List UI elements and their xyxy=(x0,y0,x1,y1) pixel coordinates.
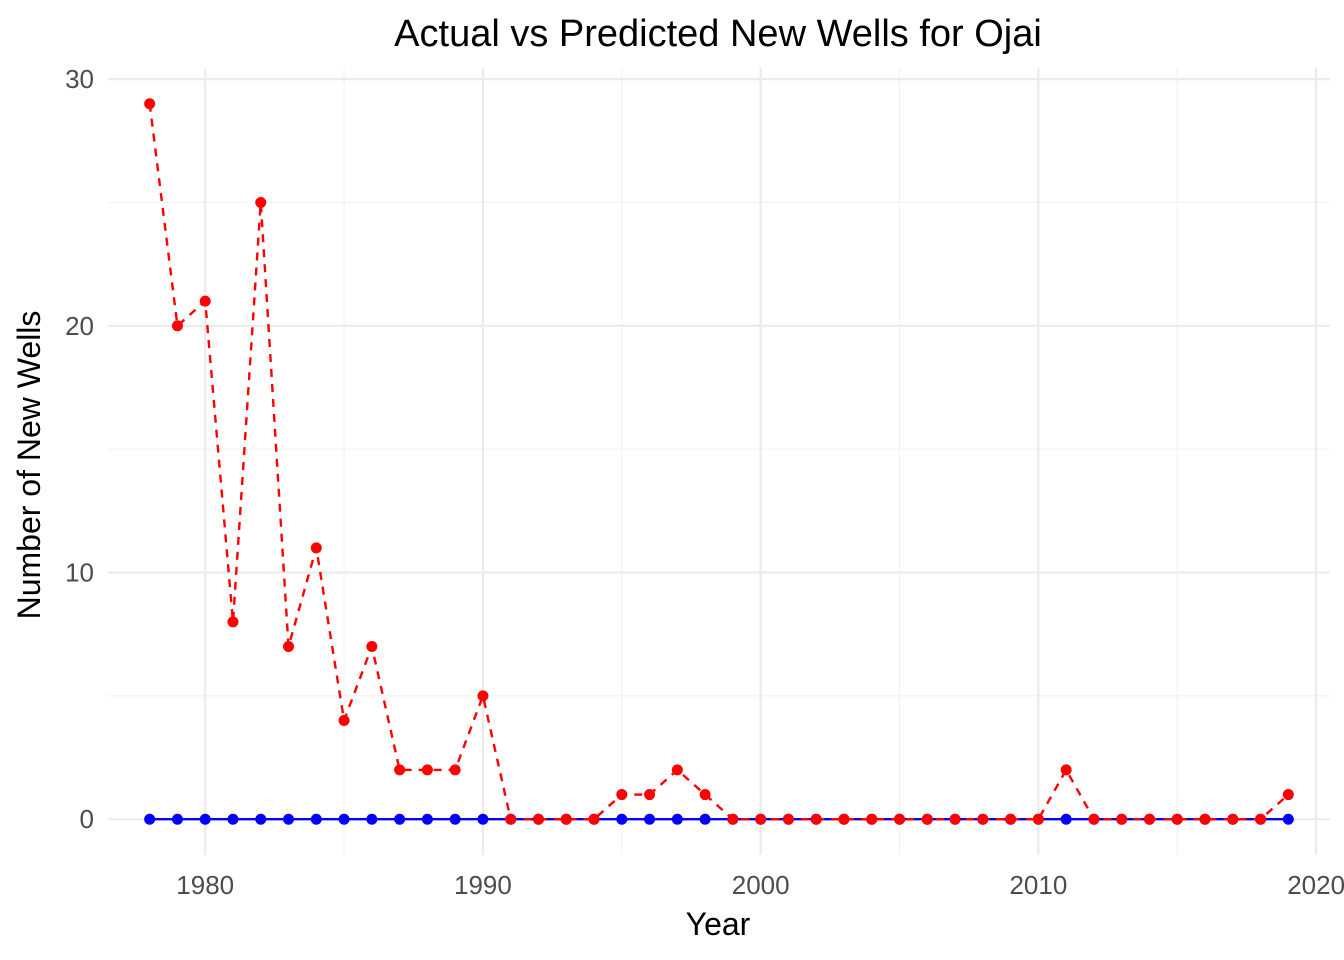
series-2-point xyxy=(894,813,906,825)
series-1-point xyxy=(283,813,295,825)
series-2-point xyxy=(505,813,517,825)
series-1-point xyxy=(616,813,628,825)
series-2-point xyxy=(838,813,850,825)
series-2-point xyxy=(1199,813,1211,825)
series-1-point xyxy=(449,813,461,825)
series-2-point xyxy=(949,813,961,825)
series-1-point xyxy=(1060,813,1072,825)
series-2-point xyxy=(921,813,933,825)
series-2-point xyxy=(755,813,767,825)
series-1-point xyxy=(171,813,183,825)
series-2-point xyxy=(255,196,267,208)
series-2-point xyxy=(366,641,378,653)
series-2-point xyxy=(977,813,989,825)
tick-labels: 1980 1990 2000 2010 2020 0 10 20 30 xyxy=(65,64,1344,900)
series-1-point xyxy=(199,813,211,825)
series-2-point xyxy=(338,715,350,727)
series-2-point xyxy=(532,813,544,825)
x-tick-label: 2010 xyxy=(1009,870,1067,900)
series-2-point xyxy=(144,98,156,110)
series-2-point xyxy=(1088,813,1100,825)
series-1-point xyxy=(421,813,433,825)
x-tick-label: 1990 xyxy=(454,870,512,900)
series-2-point xyxy=(477,690,489,702)
series-2-point xyxy=(1171,813,1183,825)
series-2-point xyxy=(449,764,461,776)
series-2-point xyxy=(310,542,322,554)
x-axis-label: Year xyxy=(686,906,751,942)
x-tick-label: 2000 xyxy=(732,870,790,900)
y-tick-label: 30 xyxy=(65,64,94,94)
y-tick-label: 0 xyxy=(80,804,94,834)
series-2-point xyxy=(1060,764,1072,776)
series-1-point xyxy=(255,813,267,825)
series-2-point xyxy=(1116,813,1128,825)
series-2-point xyxy=(421,764,433,776)
x-tick-label: 1980 xyxy=(176,870,234,900)
series-2-point xyxy=(699,789,711,801)
y-axis-label: Number of New Wells xyxy=(11,311,47,620)
series-2-point xyxy=(1005,813,1017,825)
series-2-point xyxy=(1255,813,1267,825)
series-2-point xyxy=(1032,813,1044,825)
series-1-point xyxy=(644,813,656,825)
series-2-point xyxy=(199,295,211,307)
series-1-point xyxy=(699,813,711,825)
series-2-point xyxy=(1143,813,1155,825)
series-1-point xyxy=(394,813,406,825)
series-1-point xyxy=(227,813,239,825)
series-2-point xyxy=(727,813,739,825)
y-tick-label: 10 xyxy=(65,558,94,588)
series-1-point xyxy=(144,813,156,825)
series-2-point xyxy=(616,789,628,801)
series-2 xyxy=(144,98,1294,825)
x-tick-label: 2020 xyxy=(1287,870,1344,900)
series-2-point xyxy=(283,641,295,653)
series-2-point xyxy=(394,764,406,776)
series-2-point xyxy=(866,813,878,825)
series-2-point xyxy=(644,789,656,801)
series-2-line xyxy=(148,103,1290,821)
y-tick-label: 20 xyxy=(65,311,94,341)
series-2-point xyxy=(671,764,683,776)
series-1-point xyxy=(1282,813,1294,825)
series-2-point xyxy=(227,616,239,628)
series-1-point xyxy=(477,813,489,825)
series-1-point xyxy=(671,813,683,825)
series-2-point xyxy=(1282,789,1294,801)
series-2-point xyxy=(560,813,572,825)
series-1-point xyxy=(310,813,322,825)
chart-title: Actual vs Predicted New Wells for Ojai xyxy=(394,13,1042,55)
grid xyxy=(108,68,1330,855)
series-2-point xyxy=(810,813,822,825)
series-2-point xyxy=(1227,813,1239,825)
series-2-point xyxy=(782,813,794,825)
series-2-point xyxy=(588,813,600,825)
series-1-point xyxy=(366,813,378,825)
series-2-point xyxy=(171,320,183,332)
series-layer xyxy=(144,98,1294,825)
series-1-point xyxy=(338,813,350,825)
